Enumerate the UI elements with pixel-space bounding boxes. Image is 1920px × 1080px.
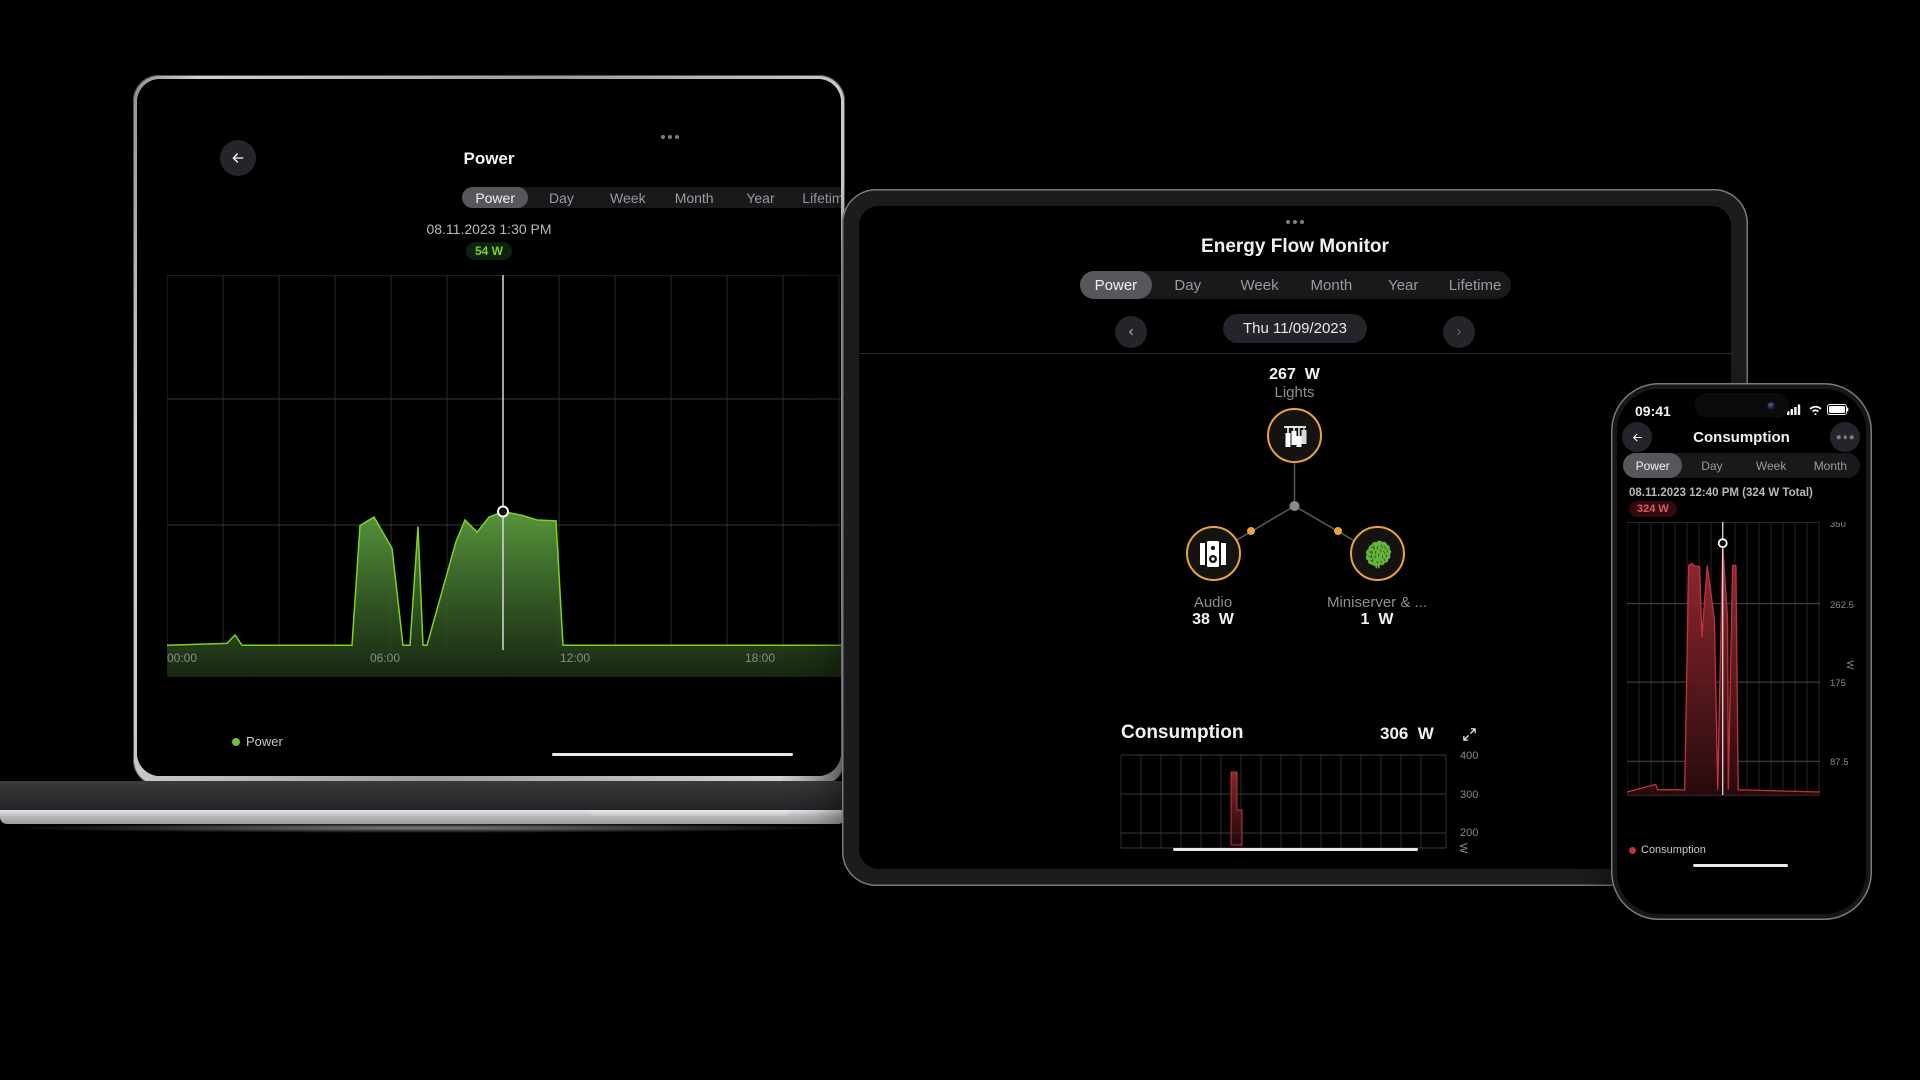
svg-text:350: 350 [1830, 522, 1846, 530]
svg-text:300: 300 [1460, 789, 1478, 801]
svg-text:400: 400 [1460, 750, 1478, 762]
svg-text:87.5: 87.5 [1830, 757, 1849, 768]
svg-text:175: 175 [1830, 678, 1846, 689]
svg-text:200: 200 [1460, 827, 1478, 839]
svg-text:W: W [1844, 661, 1855, 670]
svg-text:262.5: 262.5 [1830, 600, 1854, 611]
